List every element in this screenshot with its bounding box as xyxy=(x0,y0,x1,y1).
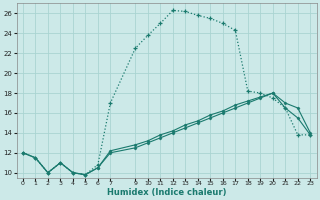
X-axis label: Humidex (Indice chaleur): Humidex (Indice chaleur) xyxy=(107,188,226,197)
